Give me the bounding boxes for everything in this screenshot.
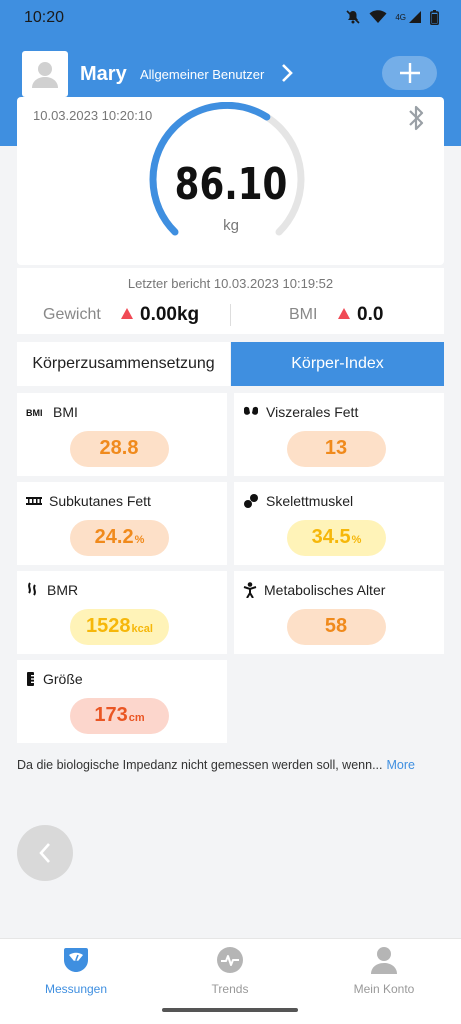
tab-body-composition[interactable]: Körperzusammensetzung bbox=[17, 342, 230, 386]
nav-label: Mein Konto bbox=[353, 982, 415, 996]
measurement-date: 10.03.2023 10:20:10 bbox=[33, 108, 153, 123]
weight-delta-value: 0.00kg bbox=[140, 304, 200, 325]
metric-card-bmi[interactable]: BMI BMI 28.8 bbox=[17, 393, 227, 476]
nav-label: Trends bbox=[211, 982, 249, 996]
disclaimer: Da die biologische Impedanz nicht gemess… bbox=[17, 758, 415, 772]
account-icon bbox=[371, 947, 397, 974]
arrow-up-icon bbox=[338, 308, 350, 319]
metric-value: 173 bbox=[94, 704, 128, 726]
metric-label: BMI bbox=[53, 404, 78, 420]
metric-value-pill: 34.5% bbox=[287, 520, 386, 556]
bluetooth-icon[interactable] bbox=[404, 103, 428, 133]
weight-gauge bbox=[149, 102, 305, 236]
nav-item-trends[interactable]: Trends bbox=[170, 945, 290, 996]
arrow-up-icon bbox=[121, 308, 133, 319]
plus-icon bbox=[399, 63, 420, 83]
metric-label: Viszerales Fett bbox=[266, 404, 359, 420]
more-link[interactable]: More bbox=[386, 758, 415, 772]
weight-unit: kg bbox=[223, 217, 239, 234]
metric-label: Größe bbox=[43, 671, 83, 687]
metric-card-bmr[interactable]: BMR 1528 kcal bbox=[17, 571, 227, 654]
signal-icon bbox=[409, 11, 421, 23]
network-label: 4G bbox=[395, 12, 406, 22]
metric-unit: % bbox=[351, 534, 362, 546]
metric-unit: kcal bbox=[131, 623, 153, 635]
weight-value: 86.10 bbox=[174, 159, 288, 210]
battery-icon bbox=[430, 9, 439, 25]
wifi-icon bbox=[369, 10, 387, 23]
weight-delta-label: Gewicht bbox=[43, 306, 101, 323]
metric-value-pill: 1528 kcal bbox=[70, 609, 169, 645]
metric-label: Skelettmuskel bbox=[266, 493, 354, 509]
bmr-icon bbox=[28, 582, 36, 596]
status-icons: 4G bbox=[345, 9, 439, 25]
divider bbox=[230, 304, 231, 326]
metric-value: 34.5 bbox=[311, 526, 351, 548]
muscle-icon bbox=[244, 494, 258, 508]
nav-item-account[interactable]: Mein Konto bbox=[324, 945, 444, 996]
metric-value-pill: 28.8 bbox=[70, 431, 169, 467]
metric-label: Metabolisches Alter bbox=[264, 582, 386, 598]
metric-value-pill: 58 bbox=[287, 609, 386, 645]
bmi-delta-label: BMI bbox=[289, 306, 318, 323]
user-type[interactable]: Allgemeiner Benutzer bbox=[140, 67, 265, 82]
user-name[interactable]: Mary bbox=[80, 63, 127, 85]
metric-value: 58 bbox=[324, 615, 348, 637]
metric-unit: cm bbox=[128, 712, 145, 724]
metric-value: 24.2 bbox=[94, 526, 134, 548]
nav-label: Messungen bbox=[44, 982, 108, 996]
chevron-left-icon bbox=[39, 843, 50, 863]
metric-card-skeletal-muscle[interactable]: Skelettmuskel 34.5% bbox=[234, 482, 444, 565]
user-avatar-icon bbox=[32, 62, 58, 88]
metric-unit: % bbox=[134, 534, 145, 546]
metric-label: Subkutanes Fett bbox=[49, 493, 151, 509]
svg-text:BMI: BMI bbox=[26, 408, 43, 418]
metric-card-height[interactable]: Größe 173 cm bbox=[17, 660, 227, 743]
metric-card-visceral-fat[interactable]: Viszerales Fett 13 bbox=[234, 393, 444, 476]
comparison-card: Letzter bericht 10.03.2023 10:19:52 Gewi… bbox=[17, 268, 444, 334]
metric-card-subcutaneous-fat[interactable]: Subkutanes Fett 24.2% bbox=[17, 482, 227, 565]
chevron-right-icon[interactable] bbox=[280, 63, 294, 83]
metric-value: 28.8 bbox=[99, 437, 139, 459]
metric-label: BMR bbox=[47, 582, 79, 598]
back-button[interactable] bbox=[17, 825, 73, 881]
home-indicator bbox=[162, 1008, 298, 1012]
metric-value-pill: 173 cm bbox=[70, 698, 169, 734]
last-report: Letzter bericht 10.03.2023 10:19:52 bbox=[127, 276, 334, 291]
nav-item-measurements[interactable]: Messungen bbox=[16, 945, 136, 996]
scale-icon bbox=[64, 948, 88, 972]
metabolic-age-icon bbox=[243, 582, 257, 598]
bmi-delta-value: 0.0 bbox=[357, 304, 384, 325]
visceral-fat-icon bbox=[244, 406, 258, 415]
metric-value: 13 bbox=[324, 437, 348, 459]
disclaimer-text: Da die biologische Impedanz nicht gemess… bbox=[17, 758, 383, 772]
trends-icon bbox=[217, 947, 243, 973]
metric-value: 1528 bbox=[86, 615, 131, 637]
avatar[interactable] bbox=[22, 51, 68, 97]
bmi-icon: BMI bbox=[26, 408, 43, 418]
height-icon bbox=[27, 672, 34, 686]
subcutaneous-fat-icon bbox=[26, 497, 42, 505]
weight-card: 10.03.2023 10:20:10 86.10 kg bbox=[17, 97, 444, 265]
metric-card-metabolic-age[interactable]: Metabolisches Alter 58 bbox=[234, 571, 444, 654]
add-button[interactable] bbox=[382, 56, 437, 90]
metric-value-pill: 24.2% bbox=[70, 520, 169, 556]
metric-value-pill: 13 bbox=[287, 431, 386, 467]
mute-bell-icon bbox=[346, 10, 360, 24]
status-time: 10:20 bbox=[24, 9, 65, 26]
status-bar: 10:20 4G bbox=[0, 0, 461, 36]
tab-body-index[interactable]: Körper-Index bbox=[231, 342, 444, 386]
